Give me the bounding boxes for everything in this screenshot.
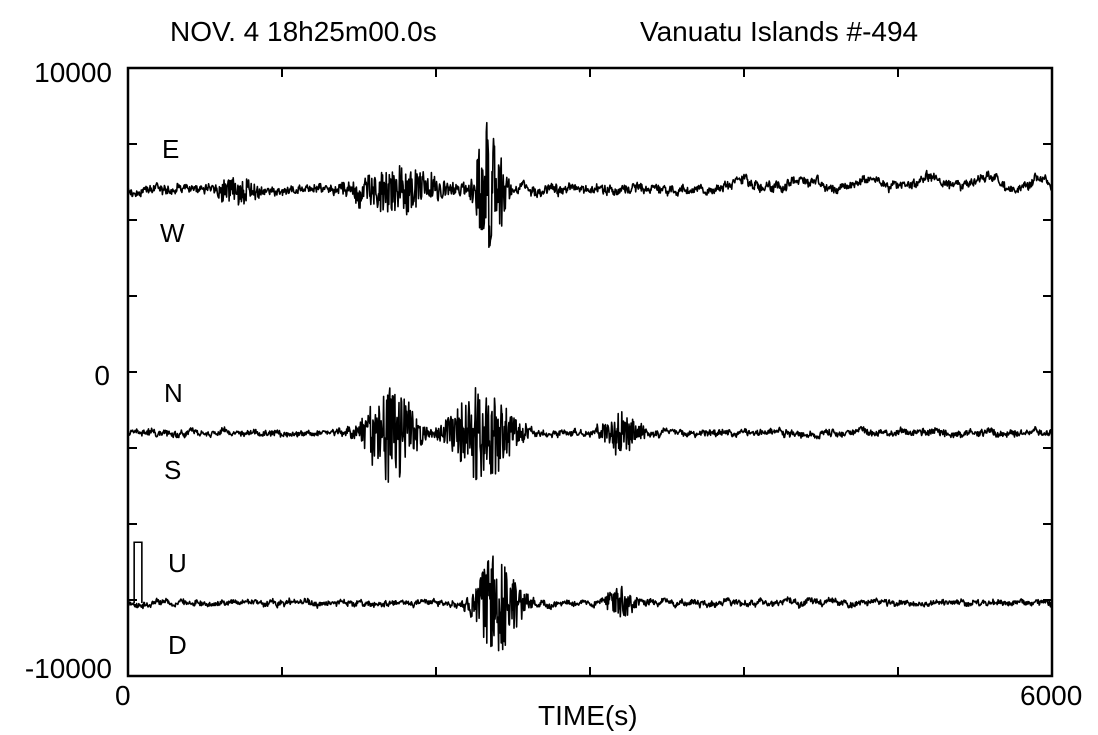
series-label-d: D	[168, 630, 187, 660]
series-trace-n-s	[127, 387, 1053, 483]
chart-series	[127, 121, 1053, 652]
chart-title-event: Vanuatu Islands #-494	[640, 16, 919, 47]
calibration-pulse	[133, 541, 143, 604]
series-label-e: E	[162, 134, 180, 164]
series-label-n: N	[164, 378, 183, 408]
series-label-s: S	[164, 455, 182, 485]
chart-axes	[126, 66, 1054, 678]
x-axis-label: TIME(s)	[538, 700, 638, 731]
series-label-u: U	[168, 548, 187, 578]
y-tick-label-bottom: -10000	[24, 653, 112, 684]
chart-title-datetime: NOV. 4 18h25m00.0s	[170, 16, 437, 47]
x-tick-label-start: 0	[115, 680, 131, 711]
series-label-w: W	[160, 218, 185, 248]
y-tick-label-mid: 0	[94, 360, 110, 391]
plot-frame	[126, 66, 1054, 678]
series-trace-u-d	[127, 555, 1053, 652]
series-trace-e-w	[127, 121, 1053, 248]
x-tick-label-end: 6000	[1020, 680, 1083, 711]
y-tick-label-top: 10000	[34, 57, 112, 88]
